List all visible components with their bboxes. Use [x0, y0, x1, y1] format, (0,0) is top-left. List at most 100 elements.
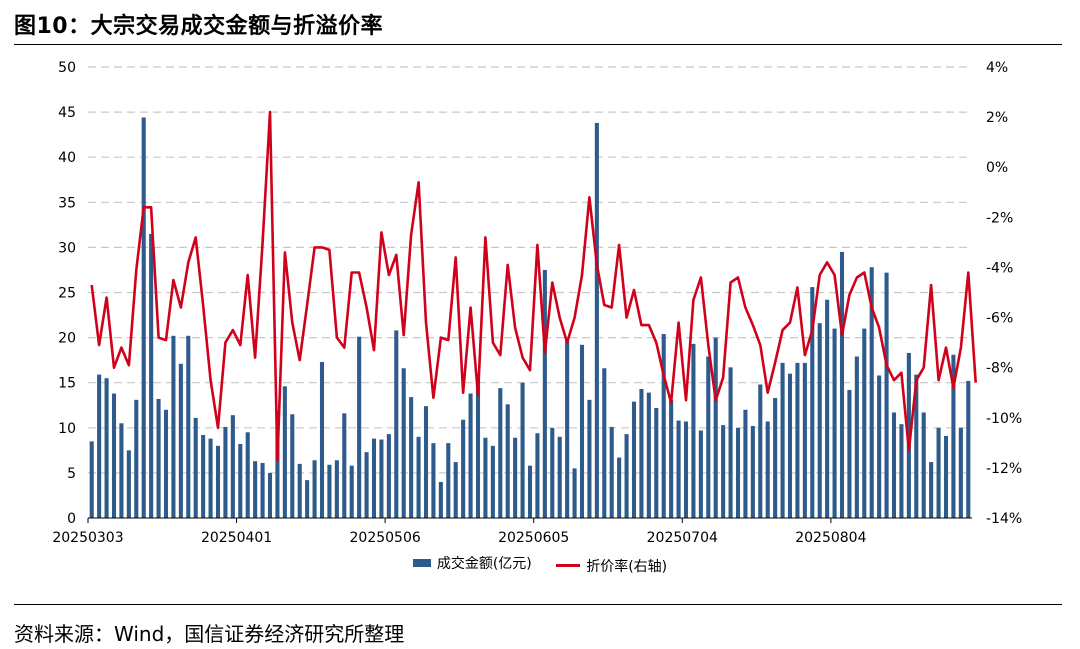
bar — [446, 443, 451, 518]
source-note: 资料来源：Wind，国信证券经济研究所整理 — [14, 622, 405, 646]
bar — [877, 375, 882, 518]
y-right-tick-label: 4% — [986, 60, 1008, 76]
y-left-tick-label: 10 — [58, 421, 76, 437]
legend-item-line: 折价率(右轴) — [556, 556, 667, 576]
bar — [104, 378, 109, 518]
bar — [691, 343, 696, 518]
y-left-tick-label: 45 — [58, 105, 76, 121]
bar — [327, 464, 332, 518]
bar — [394, 330, 399, 518]
bar — [698, 430, 703, 518]
bar — [513, 437, 518, 518]
bar — [624, 434, 629, 518]
bar — [706, 356, 711, 518]
bar — [401, 368, 406, 518]
bar — [839, 251, 845, 518]
y-right-tick-label: 0% — [986, 160, 1008, 176]
y-left-tick-label: 15 — [58, 376, 76, 392]
bar — [832, 328, 837, 518]
y-right-tick-label: -12% — [986, 461, 1022, 477]
y-right-tick-label: -14% — [986, 511, 1022, 527]
y-right-tick-label: 2% — [986, 110, 1008, 126]
bar — [245, 432, 250, 518]
top-rule — [14, 44, 1062, 45]
bar — [119, 423, 124, 518]
bar — [787, 373, 793, 518]
line-path — [90, 110, 977, 462]
bar — [758, 384, 763, 518]
bar — [423, 406, 429, 518]
bar — [891, 412, 897, 518]
bar — [780, 362, 785, 518]
bar — [721, 425, 726, 518]
bar — [520, 382, 525, 518]
bar — [111, 393, 117, 518]
bar — [149, 233, 154, 518]
bar-series — [89, 117, 971, 519]
bar — [802, 362, 807, 518]
bar — [929, 462, 934, 518]
y-left-tick-label: 40 — [58, 150, 76, 166]
legend-item-bars: 成交金额(亿元) — [412, 553, 532, 573]
bar — [349, 465, 354, 518]
bar — [461, 419, 466, 518]
bar — [171, 335, 176, 518]
chart: 0 5 10 15 20 25 30 35 40 45 50 -14% -12% -10% -8% -6% -4… — [52, 60, 1022, 546]
bar — [713, 337, 718, 518]
bar — [869, 267, 874, 518]
bar — [468, 393, 473, 518]
legend-bar-label: 成交金额(亿元) — [436, 556, 532, 572]
bar — [193, 417, 198, 518]
bar — [505, 404, 510, 518]
y-left-tick-label: 5 — [67, 466, 76, 482]
axes: 0 5 10 15 20 25 30 35 40 45 50 -14% -12% -10% -8% -6% -4… — [52, 60, 1022, 546]
bar — [602, 368, 607, 518]
bar — [951, 354, 956, 518]
legend-line-label: 折价率(右轴) — [586, 558, 668, 575]
bar — [728, 367, 733, 518]
bar — [431, 443, 436, 518]
bar — [238, 444, 243, 518]
legend-line-swatch — [556, 564, 581, 567]
y-right-tick-label: -6% — [986, 311, 1013, 327]
bar — [156, 398, 161, 518]
bar — [319, 361, 325, 518]
bar — [483, 437, 488, 518]
line-series — [90, 110, 977, 462]
bar — [334, 460, 339, 518]
bar — [126, 450, 131, 518]
x-tick-label: 20250804 — [795, 530, 866, 546]
bar — [527, 465, 533, 518]
x-tick-label: 20250303 — [52, 530, 123, 546]
bar — [773, 398, 778, 518]
bar — [134, 399, 139, 518]
bar — [416, 436, 421, 518]
bar — [654, 407, 659, 518]
bar — [854, 356, 859, 518]
bar — [297, 463, 302, 518]
bar — [609, 426, 614, 518]
bar — [342, 413, 347, 518]
bar — [312, 460, 317, 518]
y-left-tick-label: 50 — [58, 60, 76, 76]
bar — [631, 401, 637, 518]
bar — [260, 462, 265, 518]
bar — [565, 341, 570, 518]
bar — [364, 452, 369, 518]
bar — [438, 481, 443, 518]
bar — [936, 427, 941, 518]
bar — [542, 269, 547, 518]
bar — [817, 323, 822, 518]
bar — [587, 399, 592, 518]
bar — [97, 374, 102, 518]
bar — [899, 424, 904, 518]
bar — [357, 336, 362, 518]
bar — [743, 409, 748, 518]
x-tick-label: 20250605 — [498, 530, 569, 546]
bar — [958, 427, 963, 518]
bar — [572, 468, 577, 518]
bar — [535, 433, 540, 518]
bar — [453, 462, 458, 518]
bar — [943, 435, 949, 518]
bar — [498, 388, 503, 518]
